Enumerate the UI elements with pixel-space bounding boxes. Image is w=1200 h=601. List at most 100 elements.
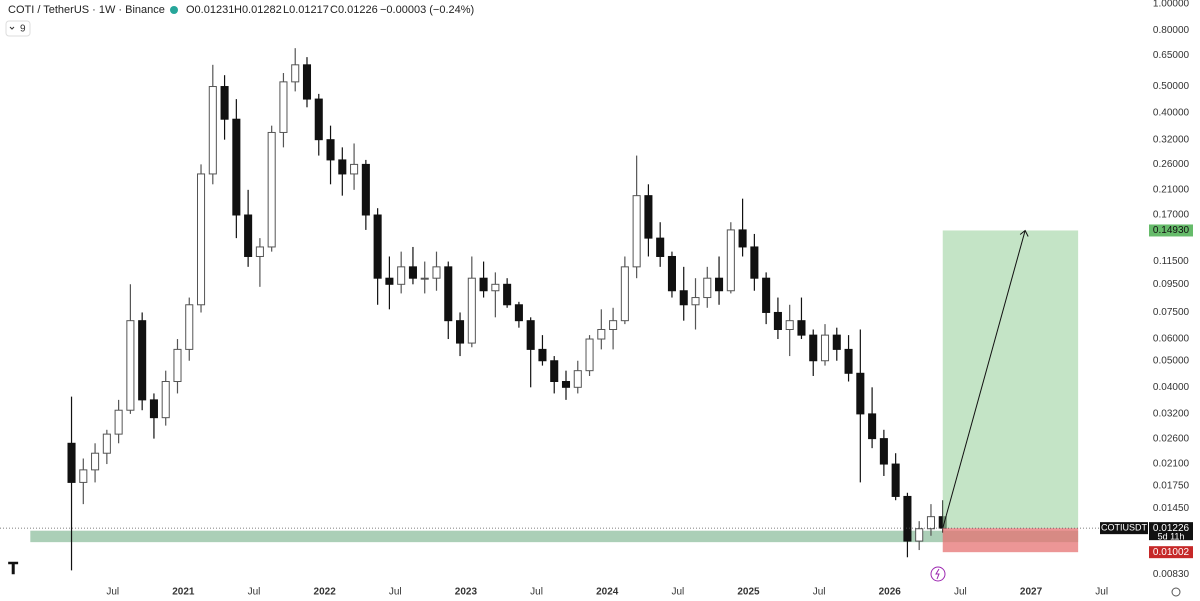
ohlc-high: H0.01282 <box>234 4 282 16</box>
ohlc-open: O0.01231 <box>186 4 234 16</box>
candle-body <box>220 86 229 120</box>
stop-label: 0.01002 <box>1153 547 1190 558</box>
y-tick-label: 0.40000 <box>1153 108 1190 119</box>
candle-body <box>185 304 194 350</box>
stop-zone <box>942 528 1079 553</box>
candle-body <box>244 214 253 257</box>
candle-body <box>915 528 924 542</box>
candle-body <box>491 283 500 292</box>
candle-body <box>773 311 782 330</box>
event-icon[interactable] <box>930 566 946 582</box>
candle-body <box>208 86 217 175</box>
candle-body <box>703 277 712 299</box>
y-tick-label: 0.04000 <box>1153 382 1190 393</box>
y-tick-label: 0.02600 <box>1153 433 1190 444</box>
candle-body <box>479 277 488 292</box>
chevron-icon <box>9 26 15 30</box>
symbol-bg <box>1100 522 1148 535</box>
candle-body <box>597 328 606 340</box>
ohlc-close: C0.01226 <box>330 4 378 16</box>
y-tick-label: 0.01750 <box>1153 480 1190 491</box>
candle-body <box>785 320 794 330</box>
candle-body <box>361 163 370 216</box>
candle-body <box>844 348 853 374</box>
candle-body <box>456 320 465 344</box>
x-tick-label: Jul <box>389 587 402 598</box>
candle-body <box>91 452 100 471</box>
candle-body <box>385 277 394 285</box>
candle-body <box>267 131 276 248</box>
y-tick-label: 0.26000 <box>1153 159 1190 170</box>
candle-body <box>114 409 123 435</box>
x-tick-label: Jul <box>671 587 684 598</box>
candle-body <box>891 463 900 497</box>
candle-body <box>126 320 135 411</box>
y-tick-label: 0.07500 <box>1153 307 1190 318</box>
candle-body <box>538 348 547 362</box>
lightning <box>935 568 940 580</box>
candle-body <box>856 372 865 415</box>
candle-body <box>809 334 818 362</box>
candle-body <box>632 195 641 268</box>
candle-body <box>196 173 206 306</box>
target-label-bg <box>1149 224 1193 237</box>
candle-body <box>79 469 88 483</box>
target-zone <box>942 230 1079 529</box>
x-tick-label: 2026 <box>879 587 902 598</box>
x-tick-label: 2025 <box>737 587 760 598</box>
candle-body <box>173 348 182 383</box>
last-price-bg <box>1149 522 1193 541</box>
candle-body <box>609 320 618 330</box>
candle-body <box>373 214 382 279</box>
y-tick-label: 0.06000 <box>1153 334 1190 345</box>
candle-body <box>408 266 417 279</box>
candle-body <box>903 495 912 542</box>
candle-body <box>820 334 830 362</box>
candle-body <box>314 98 323 141</box>
ohlc-low: L0.01217 <box>283 4 329 16</box>
symbol-label: COTIUSDT <box>1101 523 1148 533</box>
candle-body <box>102 433 111 454</box>
x-tick-label: 2022 <box>314 587 337 598</box>
y-tick-label: 0.50000 <box>1153 81 1190 92</box>
indicators-toggle[interactable] <box>5 20 31 37</box>
support-zone <box>30 530 1079 543</box>
y-tick-label: 0.01450 <box>1153 503 1190 514</box>
status-dot <box>170 6 178 14</box>
y-tick-label: 0.02100 <box>1153 459 1190 470</box>
target-label: 0.14930 <box>1153 225 1190 236</box>
x-tick-label: 2023 <box>455 587 478 598</box>
plot-area <box>0 48 1142 571</box>
candle-body <box>279 81 288 133</box>
x-tick-label: Jul <box>530 587 543 598</box>
candle-body <box>526 320 535 350</box>
y-tick-label: 0.00830 <box>1153 569 1190 580</box>
candle-body <box>620 266 629 322</box>
candle-body <box>550 360 559 383</box>
candle-body <box>161 381 170 419</box>
logo: 𝐓 <box>8 561 19 578</box>
candle-body <box>656 237 665 257</box>
x-tick-label: Jul <box>248 587 261 598</box>
candle-body <box>232 118 241 216</box>
x-tick-label: Jul <box>954 587 967 598</box>
settings-icon[interactable] <box>1171 587 1181 597</box>
candle-body <box>138 320 147 401</box>
candle-body <box>750 246 759 279</box>
candle-body <box>255 246 264 257</box>
candle-body <box>691 297 700 306</box>
y-tick-label: 0.05000 <box>1153 355 1190 366</box>
indicator-count: 9 <box>20 24 26 35</box>
x-tick-label: 2021 <box>172 587 195 598</box>
candle-body <box>291 64 300 83</box>
candle-body <box>679 290 688 306</box>
candle-body <box>302 64 312 100</box>
candle-body <box>561 381 571 388</box>
candle-body <box>762 277 771 313</box>
candle-body <box>67 442 76 483</box>
candle-body <box>326 139 335 161</box>
candle-body <box>467 277 476 344</box>
x-tick-label: Jul <box>813 587 826 598</box>
candle-body <box>420 277 429 280</box>
